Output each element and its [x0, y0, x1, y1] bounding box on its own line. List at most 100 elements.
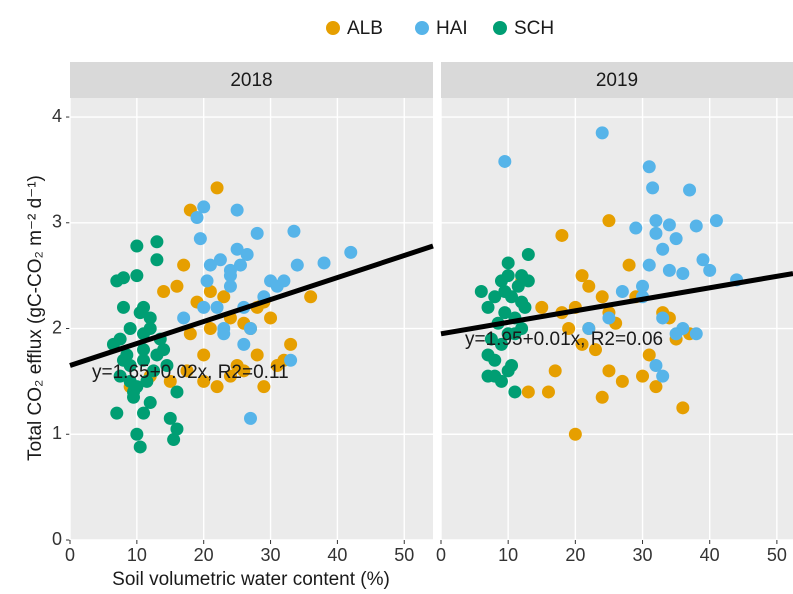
- point: [602, 364, 616, 378]
- point: [133, 440, 147, 454]
- point: [649, 380, 663, 394]
- point: [240, 247, 254, 261]
- point: [143, 396, 157, 410]
- point: [277, 274, 291, 288]
- point: [683, 183, 697, 197]
- x-tick-label: 0: [436, 545, 446, 565]
- point: [656, 242, 670, 256]
- point: [488, 290, 502, 304]
- point: [150, 253, 164, 267]
- point: [689, 327, 703, 341]
- point: [197, 374, 211, 388]
- point: [498, 306, 512, 320]
- point: [137, 353, 151, 367]
- point: [237, 364, 251, 378]
- point: [602, 311, 616, 325]
- point: [498, 285, 512, 299]
- trend-line: [440, 271, 793, 337]
- point: [217, 327, 231, 341]
- x-tick-label: 50: [394, 545, 414, 565]
- point: [113, 369, 127, 383]
- point: [344, 245, 358, 259]
- point: [595, 290, 609, 304]
- point: [123, 359, 137, 373]
- point: [642, 348, 656, 362]
- strip-title: 2019: [596, 70, 638, 91]
- point: [636, 369, 650, 383]
- point: [143, 311, 157, 325]
- x-tick-label: 40: [327, 545, 347, 565]
- point: [317, 256, 331, 270]
- point: [223, 269, 237, 283]
- point: [642, 258, 656, 272]
- x-tick-label: 10: [498, 545, 518, 565]
- legend-marker: [493, 21, 507, 35]
- point: [474, 285, 488, 299]
- point: [163, 374, 177, 388]
- y-axis-title: Total CO₂ efflux (gC-CO₂ m⁻² d⁻¹): [25, 175, 46, 461]
- point: [116, 271, 130, 285]
- point: [629, 221, 643, 235]
- point: [548, 364, 562, 378]
- point: [656, 311, 670, 325]
- point: [481, 348, 495, 362]
- point: [167, 433, 181, 447]
- point: [127, 390, 141, 404]
- point: [237, 337, 251, 351]
- point: [562, 322, 576, 336]
- point: [170, 422, 184, 436]
- point: [213, 253, 227, 267]
- x-tick-label: 10: [127, 545, 147, 565]
- point: [287, 224, 301, 238]
- point: [575, 269, 589, 283]
- point: [133, 306, 147, 320]
- point: [582, 322, 596, 336]
- point: [703, 263, 717, 277]
- point: [642, 160, 656, 174]
- point: [582, 279, 596, 293]
- point: [163, 411, 177, 425]
- point: [662, 263, 676, 277]
- point: [696, 253, 710, 267]
- panel-background: [70, 98, 433, 540]
- point: [203, 322, 217, 336]
- strip-title: 2018: [230, 70, 272, 91]
- x-tick-label: 30: [633, 545, 653, 565]
- point: [183, 327, 197, 341]
- point: [200, 274, 214, 288]
- point: [676, 267, 690, 281]
- point: [193, 232, 207, 246]
- y-tick-label: 3: [52, 212, 62, 232]
- point: [646, 181, 660, 195]
- point: [217, 290, 231, 304]
- point: [137, 406, 151, 420]
- legend-label: SCH: [514, 18, 554, 39]
- point: [595, 390, 609, 404]
- annotation: y=1.95+0.01x, R2=0.06: [465, 329, 663, 350]
- point: [709, 214, 723, 228]
- point: [137, 327, 151, 341]
- point: [575, 337, 589, 351]
- point: [656, 369, 670, 383]
- point: [177, 258, 191, 272]
- point: [264, 311, 278, 325]
- point: [505, 359, 519, 373]
- point: [160, 359, 174, 373]
- point: [521, 274, 535, 288]
- strip: [70, 62, 433, 98]
- point: [150, 348, 164, 362]
- point: [615, 285, 629, 299]
- point: [137, 343, 151, 357]
- point: [233, 258, 247, 272]
- point: [210, 380, 224, 394]
- point: [197, 200, 211, 214]
- point: [223, 369, 237, 383]
- point: [595, 126, 609, 140]
- point: [197, 300, 211, 314]
- legend-marker: [326, 21, 340, 35]
- point: [177, 311, 191, 325]
- point: [602, 214, 616, 228]
- point: [622, 258, 636, 272]
- x-axis-title: Soil volumetric water content (%): [112, 569, 390, 590]
